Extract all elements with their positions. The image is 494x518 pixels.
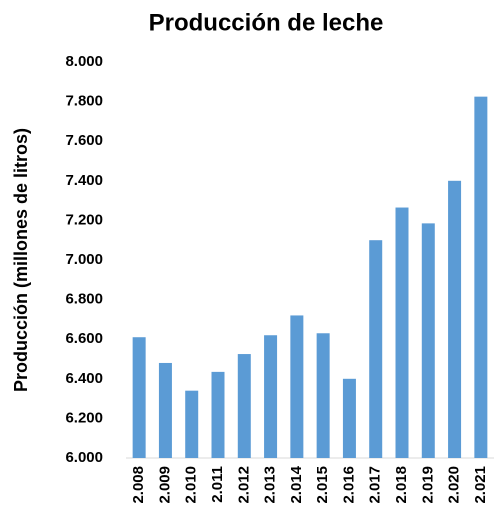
y-tick-label: 7.800 (65, 93, 103, 110)
y-tick-label: 6.000 (65, 449, 103, 466)
bar (448, 180, 462, 459)
y-tick-label: 8.000 (65, 53, 103, 70)
x-tick-label: 2.020 (446, 466, 463, 504)
bar (237, 354, 251, 458)
chart-title: Producción de leche (149, 9, 384, 36)
x-tick-label: 2.011 (209, 466, 226, 503)
x-tick-label: 2.012 (235, 466, 252, 504)
bar (395, 207, 409, 458)
x-tick-label: 2.008 (130, 466, 147, 504)
bar (185, 390, 199, 458)
y-tick-label: 7.600 (65, 132, 103, 149)
x-tick-label: 2.017 (367, 466, 384, 504)
bar (290, 315, 304, 458)
bar (316, 333, 330, 458)
bar (369, 240, 383, 458)
x-tick-label: 2.014 (288, 465, 305, 503)
x-tick-label: 2.016 (340, 466, 357, 504)
y-tick-label: 6.800 (65, 291, 103, 308)
bar (211, 371, 225, 458)
y-tick-label: 7.400 (65, 172, 103, 189)
x-tick-label: 2.015 (314, 466, 331, 504)
bar (158, 362, 172, 458)
bar (132, 337, 146, 458)
bar (342, 378, 356, 458)
y-tick-label: 7.000 (65, 251, 103, 268)
y-tick-label: 6.400 (65, 370, 103, 387)
bar (264, 335, 278, 458)
y-tick-label: 6.600 (65, 330, 103, 347)
y-tick-label: 7.200 (65, 211, 103, 228)
x-tick-label: 2.019 (419, 466, 436, 504)
y-axis-label: Producción (millones de litros) (11, 128, 31, 392)
x-tick-label: 2.009 (156, 466, 173, 504)
x-tick-label: 2.021 (472, 466, 489, 504)
bar (421, 223, 435, 458)
x-tick-label: 2.010 (183, 466, 200, 504)
bar (474, 96, 488, 459)
y-tick-label: 6.200 (65, 409, 103, 426)
x-tick-label: 2.018 (393, 466, 410, 504)
x-tick-label: 2.013 (262, 466, 279, 504)
